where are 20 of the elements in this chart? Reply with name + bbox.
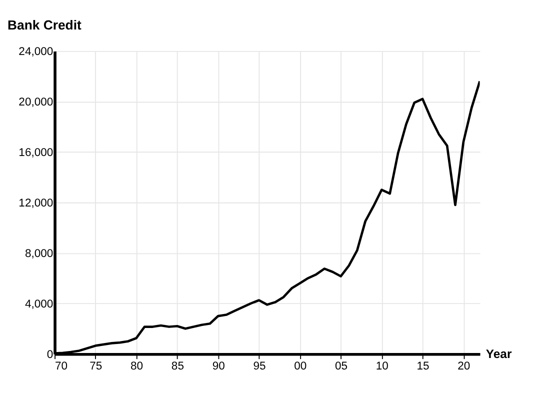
y-tick-label: 8,000 xyxy=(24,248,54,260)
y-tick-label: 20,000 xyxy=(18,96,54,109)
x-tick-label: 95 xyxy=(253,360,266,372)
x-tick-label: 80 xyxy=(130,360,144,372)
x-tick-label: 20 xyxy=(458,360,470,372)
x-tick-label: 10 xyxy=(376,360,388,372)
x-tick-label: 75 xyxy=(90,360,102,372)
chart-title: Bank Credit xyxy=(8,17,82,32)
y-tick-label: 16,000 xyxy=(18,147,54,160)
x-tick-label: 00 xyxy=(294,360,307,372)
y-tick-label: 0 xyxy=(46,349,54,362)
x-tick-label: 05 xyxy=(334,360,348,372)
x-tick-label: 85 xyxy=(171,360,184,372)
x-tick-label: 90 xyxy=(212,360,225,372)
y-tick-label: 12,000 xyxy=(18,198,54,210)
y-tick-label: 4,000 xyxy=(24,298,54,311)
x-tick-label: 70 xyxy=(55,360,68,372)
x-axis-title: Year xyxy=(486,347,512,362)
y-tick-label: 24,000 xyxy=(18,46,54,58)
x-tick-label: 15 xyxy=(416,360,430,372)
